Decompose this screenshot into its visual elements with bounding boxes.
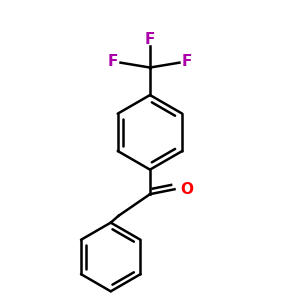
Text: F: F (107, 54, 118, 69)
Text: F: F (145, 32, 155, 46)
Text: F: F (182, 54, 193, 69)
Text: O: O (180, 182, 193, 197)
